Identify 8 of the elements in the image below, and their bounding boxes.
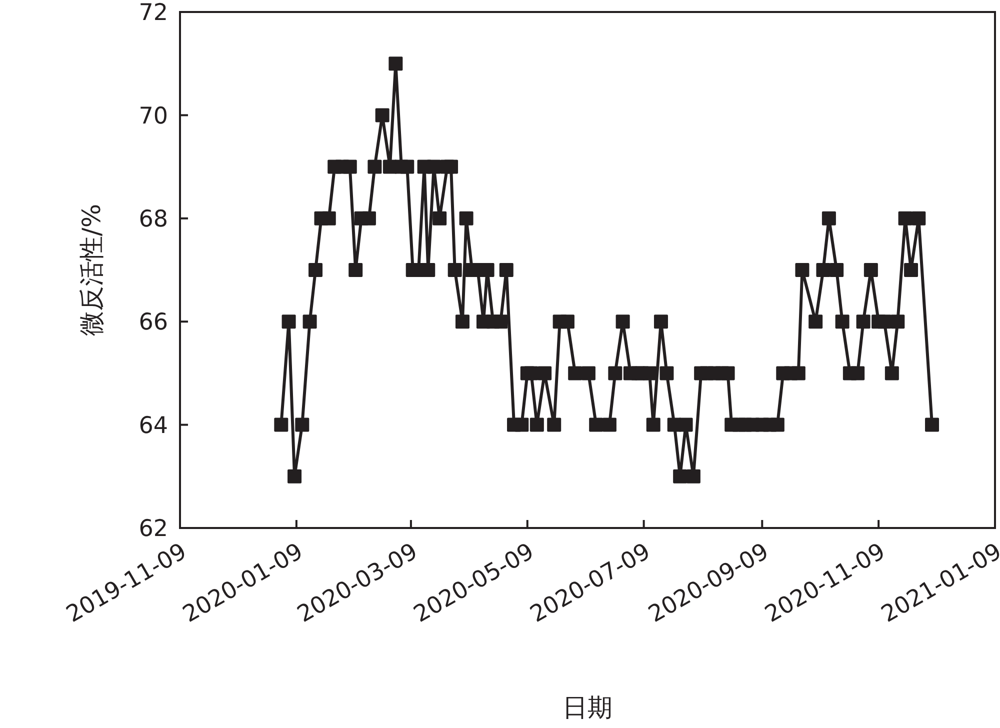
y-axis-title: 微反活性/% bbox=[77, 204, 106, 336]
x-axis-title: 日期 bbox=[562, 693, 612, 722]
y-tick-label: 62 bbox=[138, 516, 168, 542]
y-tick-label: 66 bbox=[138, 310, 168, 336]
y-tick-label: 72 bbox=[138, 0, 168, 26]
y-tick-label: 64 bbox=[138, 412, 168, 439]
y-tick-label: 68 bbox=[138, 206, 168, 232]
y-tick-label: 70 bbox=[138, 103, 168, 130]
